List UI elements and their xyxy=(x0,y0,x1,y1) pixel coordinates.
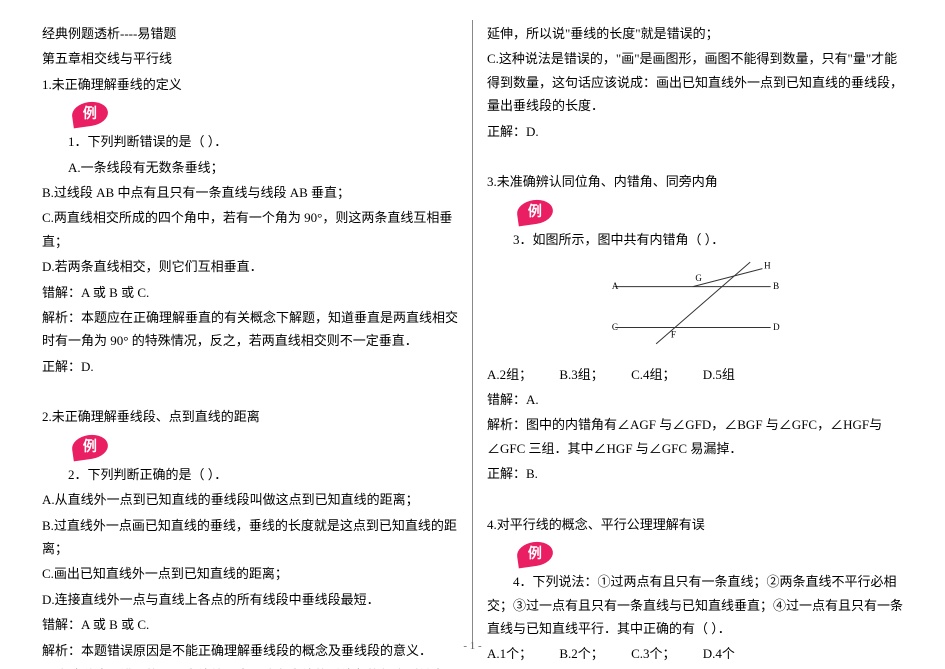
q3-correct-answer: 正解：B. xyxy=(487,462,903,485)
q2-option-b: B.过直线外一点画已知直线的垂线，垂线的长度就是这点到已知直线的距离； xyxy=(42,514,458,561)
q1-option-a: A.一条线段有无数条垂线； xyxy=(42,156,458,179)
page-number: - 1 - xyxy=(0,637,945,657)
q2-continuation-2: C.这种说法是错误的，"画"是画图形，画图不能得到数量，只有"量"才能得到数量，… xyxy=(487,47,903,117)
q2-option-c: C.画出已知直线外一点到已知直线的距离； xyxy=(42,562,458,585)
example-badge-icon: 例 xyxy=(71,100,110,129)
q1-option-d: D.若两条直线相交，则它们互相垂直． xyxy=(42,255,458,278)
two-column-layout: 经典例题透析----易错题 第五章相交线与平行线 1.未正确理解垂线的定义 例 … xyxy=(30,20,915,649)
q1-correct-answer: 正解：D. xyxy=(42,355,458,378)
geometry-diagram: A B C D G H F xyxy=(607,253,787,353)
diagram-label-h: H xyxy=(764,261,771,271)
example-badge-icon: 例 xyxy=(516,197,555,226)
q3-wrong-answer: 错解：A. xyxy=(487,388,903,411)
right-column: 延伸，所以说"垂线的长度"就是错误的； C.这种说法是错误的，"画"是画图形，画… xyxy=(475,20,915,649)
q1-wrong-answer: 错解：A 或 B 或 C. xyxy=(42,281,458,304)
diagram-label-c: C xyxy=(612,322,618,332)
q3-option-d: D.5组 xyxy=(703,367,735,382)
section-3-title: 3.未准确辨认同位角、内错角、同旁内角 xyxy=(487,170,903,193)
q3-option-c: C.4组； xyxy=(631,367,675,382)
section-1-title: 1.未正确理解垂线的定义 xyxy=(42,73,458,96)
q2-correct-answer: 正解：D. xyxy=(487,120,903,143)
section-4-title: 4.对平行线的概念、平行公理理解有误 xyxy=(487,513,903,536)
diagram-label-a: A xyxy=(612,281,619,291)
q2-continuation-1: 延伸，所以说"垂线的长度"就是错误的； xyxy=(487,22,903,45)
example-badge-icon: 例 xyxy=(71,432,110,461)
q2-option-d: D.连接直线外一点与直线上各点的所有线段中垂线段最短． xyxy=(42,588,458,611)
q1-option-c: C.两直线相交所成的四个角中，若有一个角为 90°，则这两条直线互相垂直； xyxy=(42,206,458,253)
column-divider xyxy=(472,20,473,649)
diagram-label-f: F xyxy=(671,329,676,339)
q3-stem: 3．如图所示，图中共有内错角（ ）． xyxy=(487,228,903,251)
q3-option-a: A.2组； xyxy=(487,367,532,382)
q2-option-a: A.从直线外一点到已知直线的垂线段叫做这点到已知直线的距离； xyxy=(42,488,458,511)
q2-stem: 2．下列判断正确的是（ ）． xyxy=(42,463,458,486)
left-column: 经典例题透析----易错题 第五章相交线与平行线 1.未正确理解垂线的定义 例 … xyxy=(30,20,470,649)
diagram-label-b: B xyxy=(773,281,779,291)
page: 经典例题透析----易错题 第五章相交线与平行线 1.未正确理解垂线的定义 例 … xyxy=(0,0,945,669)
diagram-label-g: G xyxy=(695,273,702,283)
q3-options: A.2组； B.3组； C.4组； D.5组 xyxy=(487,363,903,386)
header-1: 经典例题透析----易错题 xyxy=(42,22,458,45)
q4-stem: 4．下列说法：①过两点有且只有一条直线；②两条直线不平行必相交；③过一点有且只有… xyxy=(487,570,903,640)
diagram-label-d: D xyxy=(773,322,780,332)
header-2: 第五章相交线与平行线 xyxy=(42,47,458,70)
q2-explanation-a: A.这种说法是错误的，从直线外一点到这条直线的垂线段的长度叫做点到直线的距离．仅… xyxy=(42,664,458,669)
q2-wrong-answer: 错解：A 或 B 或 C. xyxy=(42,613,458,636)
example-badge-icon: 例 xyxy=(516,540,555,569)
q3-option-b: B.3组； xyxy=(559,367,603,382)
q3-explanation: 解析：图中的内错角有∠AGF 与∠GFD，∠BGF 与∠GFC，∠HGF与∠GF… xyxy=(487,413,903,460)
q1-option-b: B.过线段 AB 中点有且只有一条直线与线段 AB 垂直； xyxy=(42,181,458,204)
q1-stem: 1．下列判断错误的是（ ）． xyxy=(42,130,458,153)
section-2-title: 2.未正确理解垂线段、点到直线的距离 xyxy=(42,405,458,428)
q1-explanation: 解析：本题应在正确理解垂直的有关概念下解题，知道垂直是两直线相交时有一角为 90… xyxy=(42,306,458,353)
